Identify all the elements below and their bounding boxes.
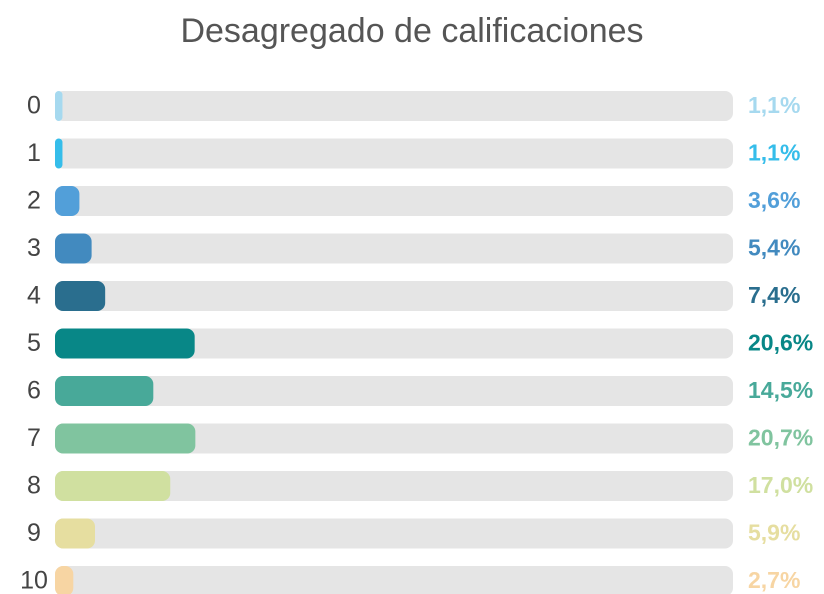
bar-track	[55, 376, 733, 406]
bar	[55, 138, 63, 169]
bar	[55, 471, 171, 501]
value-label: 20,7%	[748, 425, 813, 451]
category-label: 9	[27, 519, 41, 547]
value-label: 7,4%	[748, 282, 800, 308]
category-label: 10	[20, 567, 48, 594]
value-label: 20,6%	[748, 330, 813, 356]
bar-track	[55, 138, 733, 169]
bar	[55, 566, 74, 594]
bar-track	[55, 471, 733, 501]
category-label: 7	[27, 424, 41, 452]
value-label: 1,1%	[748, 140, 800, 166]
value-label: 3,6%	[748, 187, 800, 213]
bar-track	[55, 281, 733, 311]
bar-track	[55, 328, 733, 359]
value-label: 1,1%	[748, 92, 800, 118]
bar	[55, 91, 63, 121]
bar	[55, 233, 92, 264]
category-label: 3	[27, 234, 41, 262]
bar	[55, 281, 106, 311]
category-label: 8	[27, 472, 41, 500]
bar-track	[55, 423, 733, 454]
category-label: 6	[27, 377, 41, 405]
bar	[55, 423, 196, 454]
bar-track	[55, 91, 733, 121]
category-label: 1	[27, 139, 41, 167]
bar-track	[55, 186, 733, 216]
value-label: 2,7%	[748, 567, 800, 593]
bar	[55, 376, 154, 406]
value-label: 5,9%	[748, 520, 800, 546]
bar-track	[55, 233, 733, 264]
value-label: 17,0%	[748, 472, 813, 498]
category-label: 5	[27, 329, 41, 357]
category-label: 2	[27, 187, 41, 215]
bar	[55, 328, 195, 359]
category-label: 0	[27, 92, 41, 120]
bar	[55, 518, 96, 549]
value-label: 14,5%	[748, 377, 813, 403]
bar	[55, 186, 80, 216]
bar-track	[55, 566, 733, 594]
category-label: 4	[27, 282, 41, 310]
bar-track	[55, 518, 733, 549]
value-label: 5,4%	[748, 235, 800, 261]
chart-title: Desagregado de calificaciones	[180, 12, 643, 50]
